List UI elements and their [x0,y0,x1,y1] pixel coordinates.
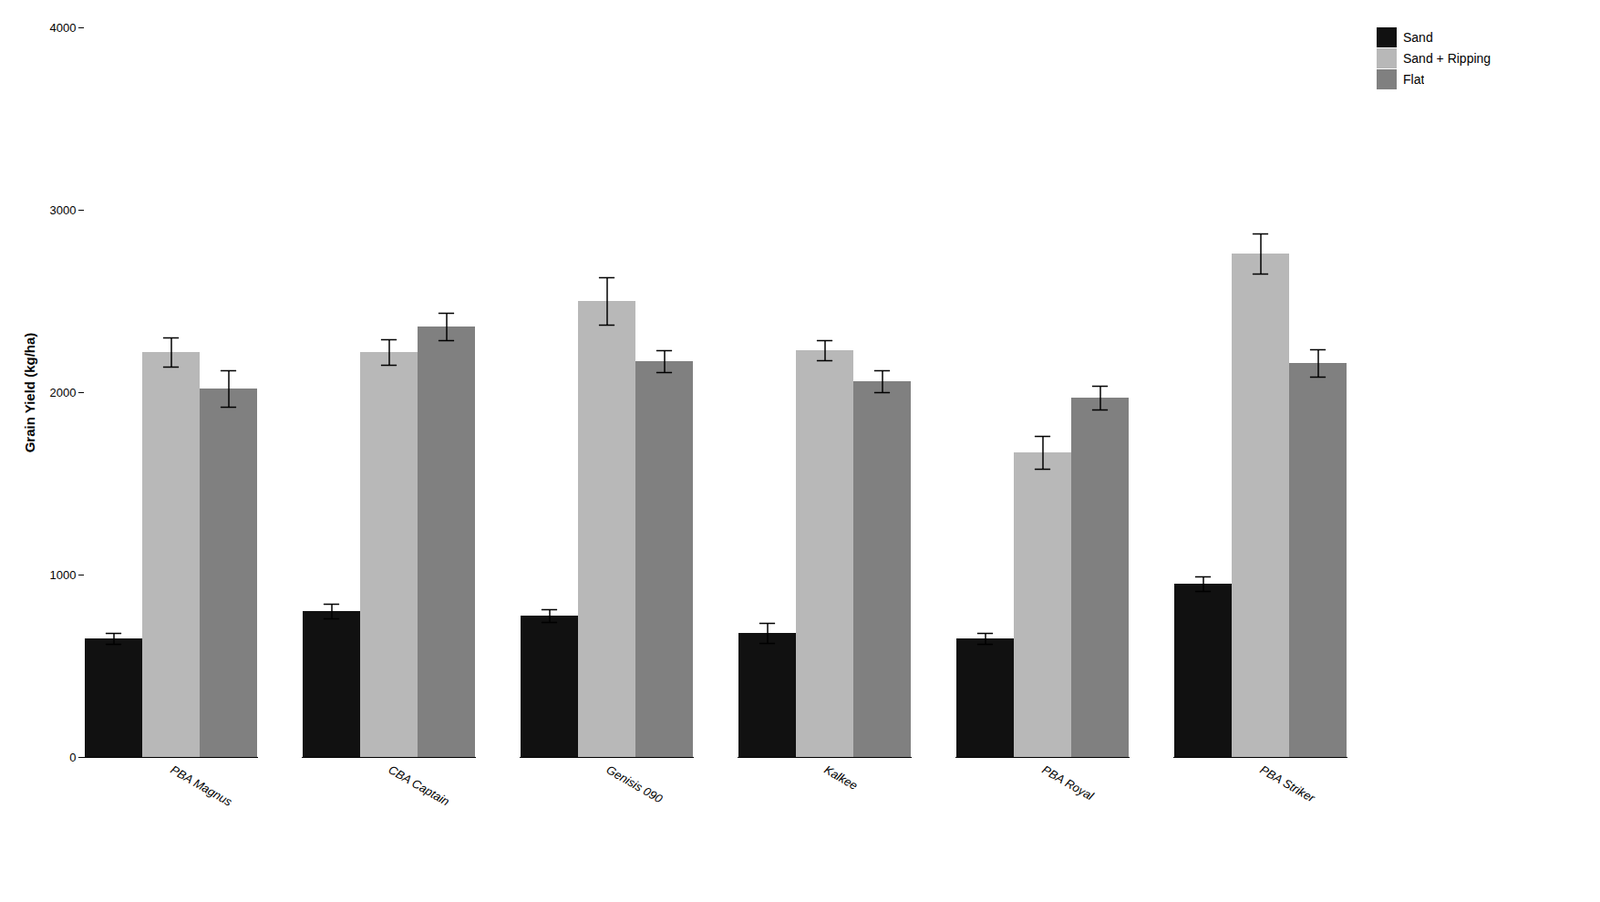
html-text:Sand + Ripping: Sand + Ripping [1403,51,1491,66]
svg-text:Grain Yield (kg/ha): Grain Yield (kg/ha) [21,332,38,454]
svg-text:1000: 1000 [50,567,77,582]
svg-text:PBA Striker: PBA Striker [1257,762,1318,806]
svg-text:2000: 2000 [50,385,77,400]
svg-text:CBA Captain: CBA Captain [385,762,452,808]
svg-text:0: 0 [69,750,76,764]
svg-text:3000: 3000 [50,203,77,217]
svg-text:Genisis 090: Genisis 090 [603,762,666,806]
svg-text:PBA Magnus: PBA Magnus [167,762,235,809]
svg-text:Kalkee: Kalkee [821,762,860,793]
svg-text:4000: 4000 [50,20,77,35]
html-text:Sand: Sand [1403,30,1433,45]
html-text:Flat: Flat [1403,72,1425,87]
svg-text:PBA Royal: PBA Royal [1039,762,1096,804]
